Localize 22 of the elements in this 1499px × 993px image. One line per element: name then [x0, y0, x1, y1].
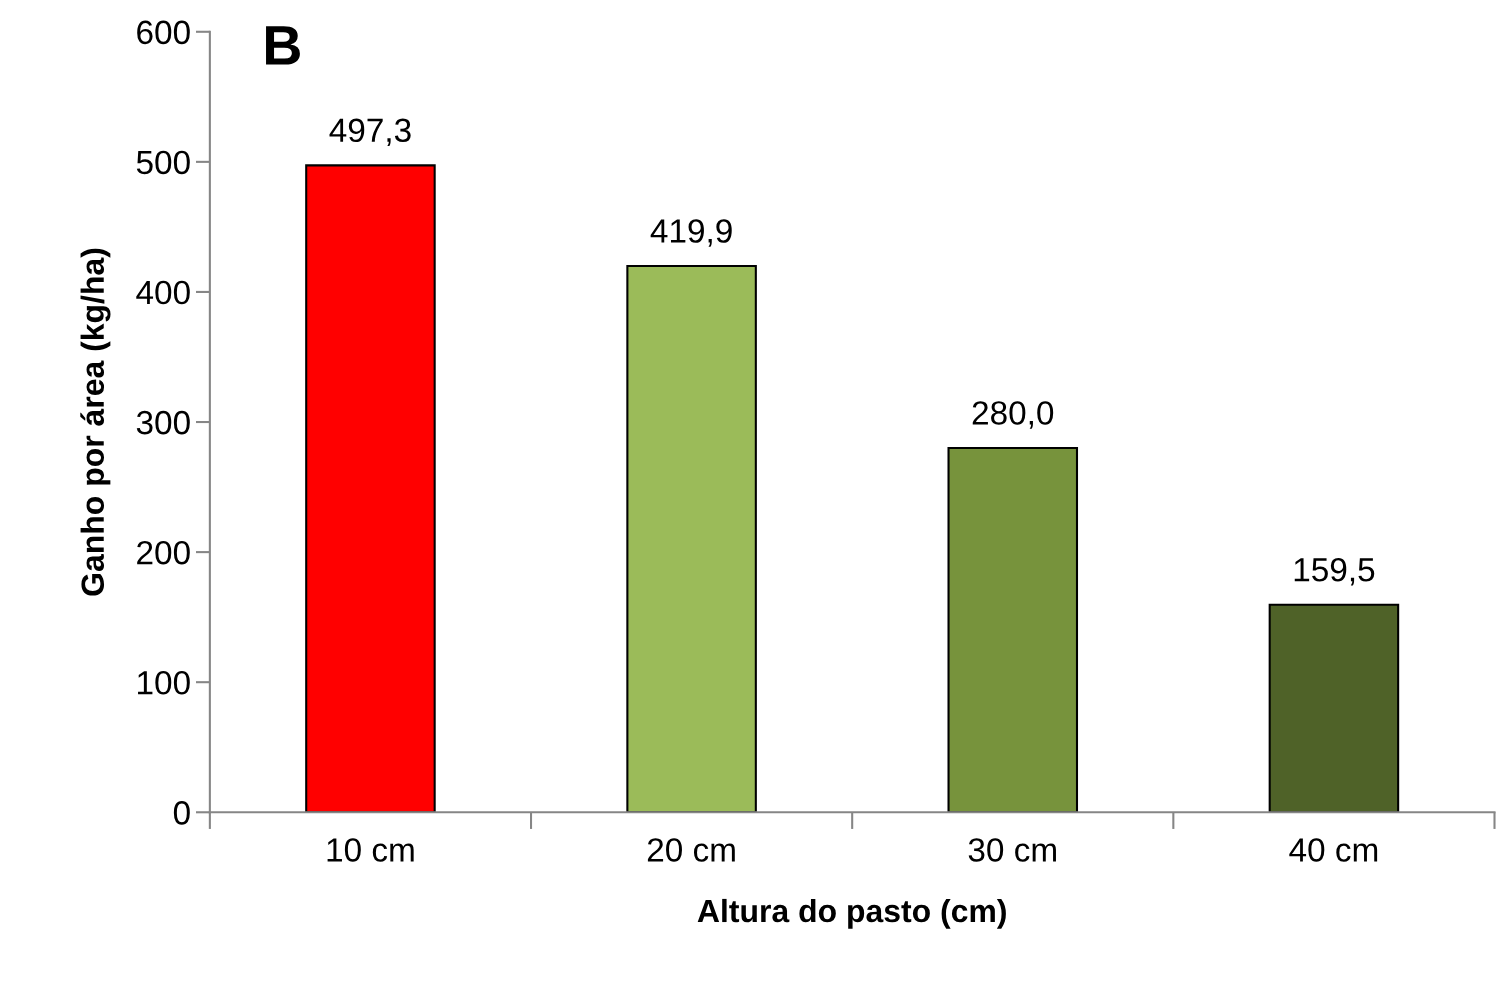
y-axis-title: Ganho por área (kg/ha)	[80, 248, 111, 596]
x-axis-title: Altura do pasto (cm)	[697, 898, 1006, 929]
data-label: 159,5	[1294, 557, 1375, 586]
y-tick-label: 300	[136, 410, 190, 435]
bar	[1268, 603, 1400, 813]
y-tick-label: 500	[136, 150, 190, 175]
data-label: 497,3	[329, 118, 411, 147]
y-tick-label: 400	[136, 280, 190, 305]
x-tick-label: 40 cm	[1289, 838, 1378, 862]
x-tick-label: 30 cm	[968, 838, 1056, 862]
bar	[305, 164, 436, 813]
data-label: 419,9	[650, 219, 732, 247]
x-tick-label: 20 cm	[647, 838, 735, 862]
x-tick-label: 10 cm	[327, 838, 414, 862]
data-label: 280,0	[972, 401, 1054, 429]
y-tick-label: 600	[137, 20, 190, 45]
bar	[626, 265, 757, 813]
y-tick-label: 200	[137, 540, 190, 565]
annotation: B	[266, 26, 300, 65]
y-tick-label: 100	[138, 670, 190, 695]
bar	[947, 447, 1079, 813]
y-tick-label: 0	[173, 801, 190, 825]
